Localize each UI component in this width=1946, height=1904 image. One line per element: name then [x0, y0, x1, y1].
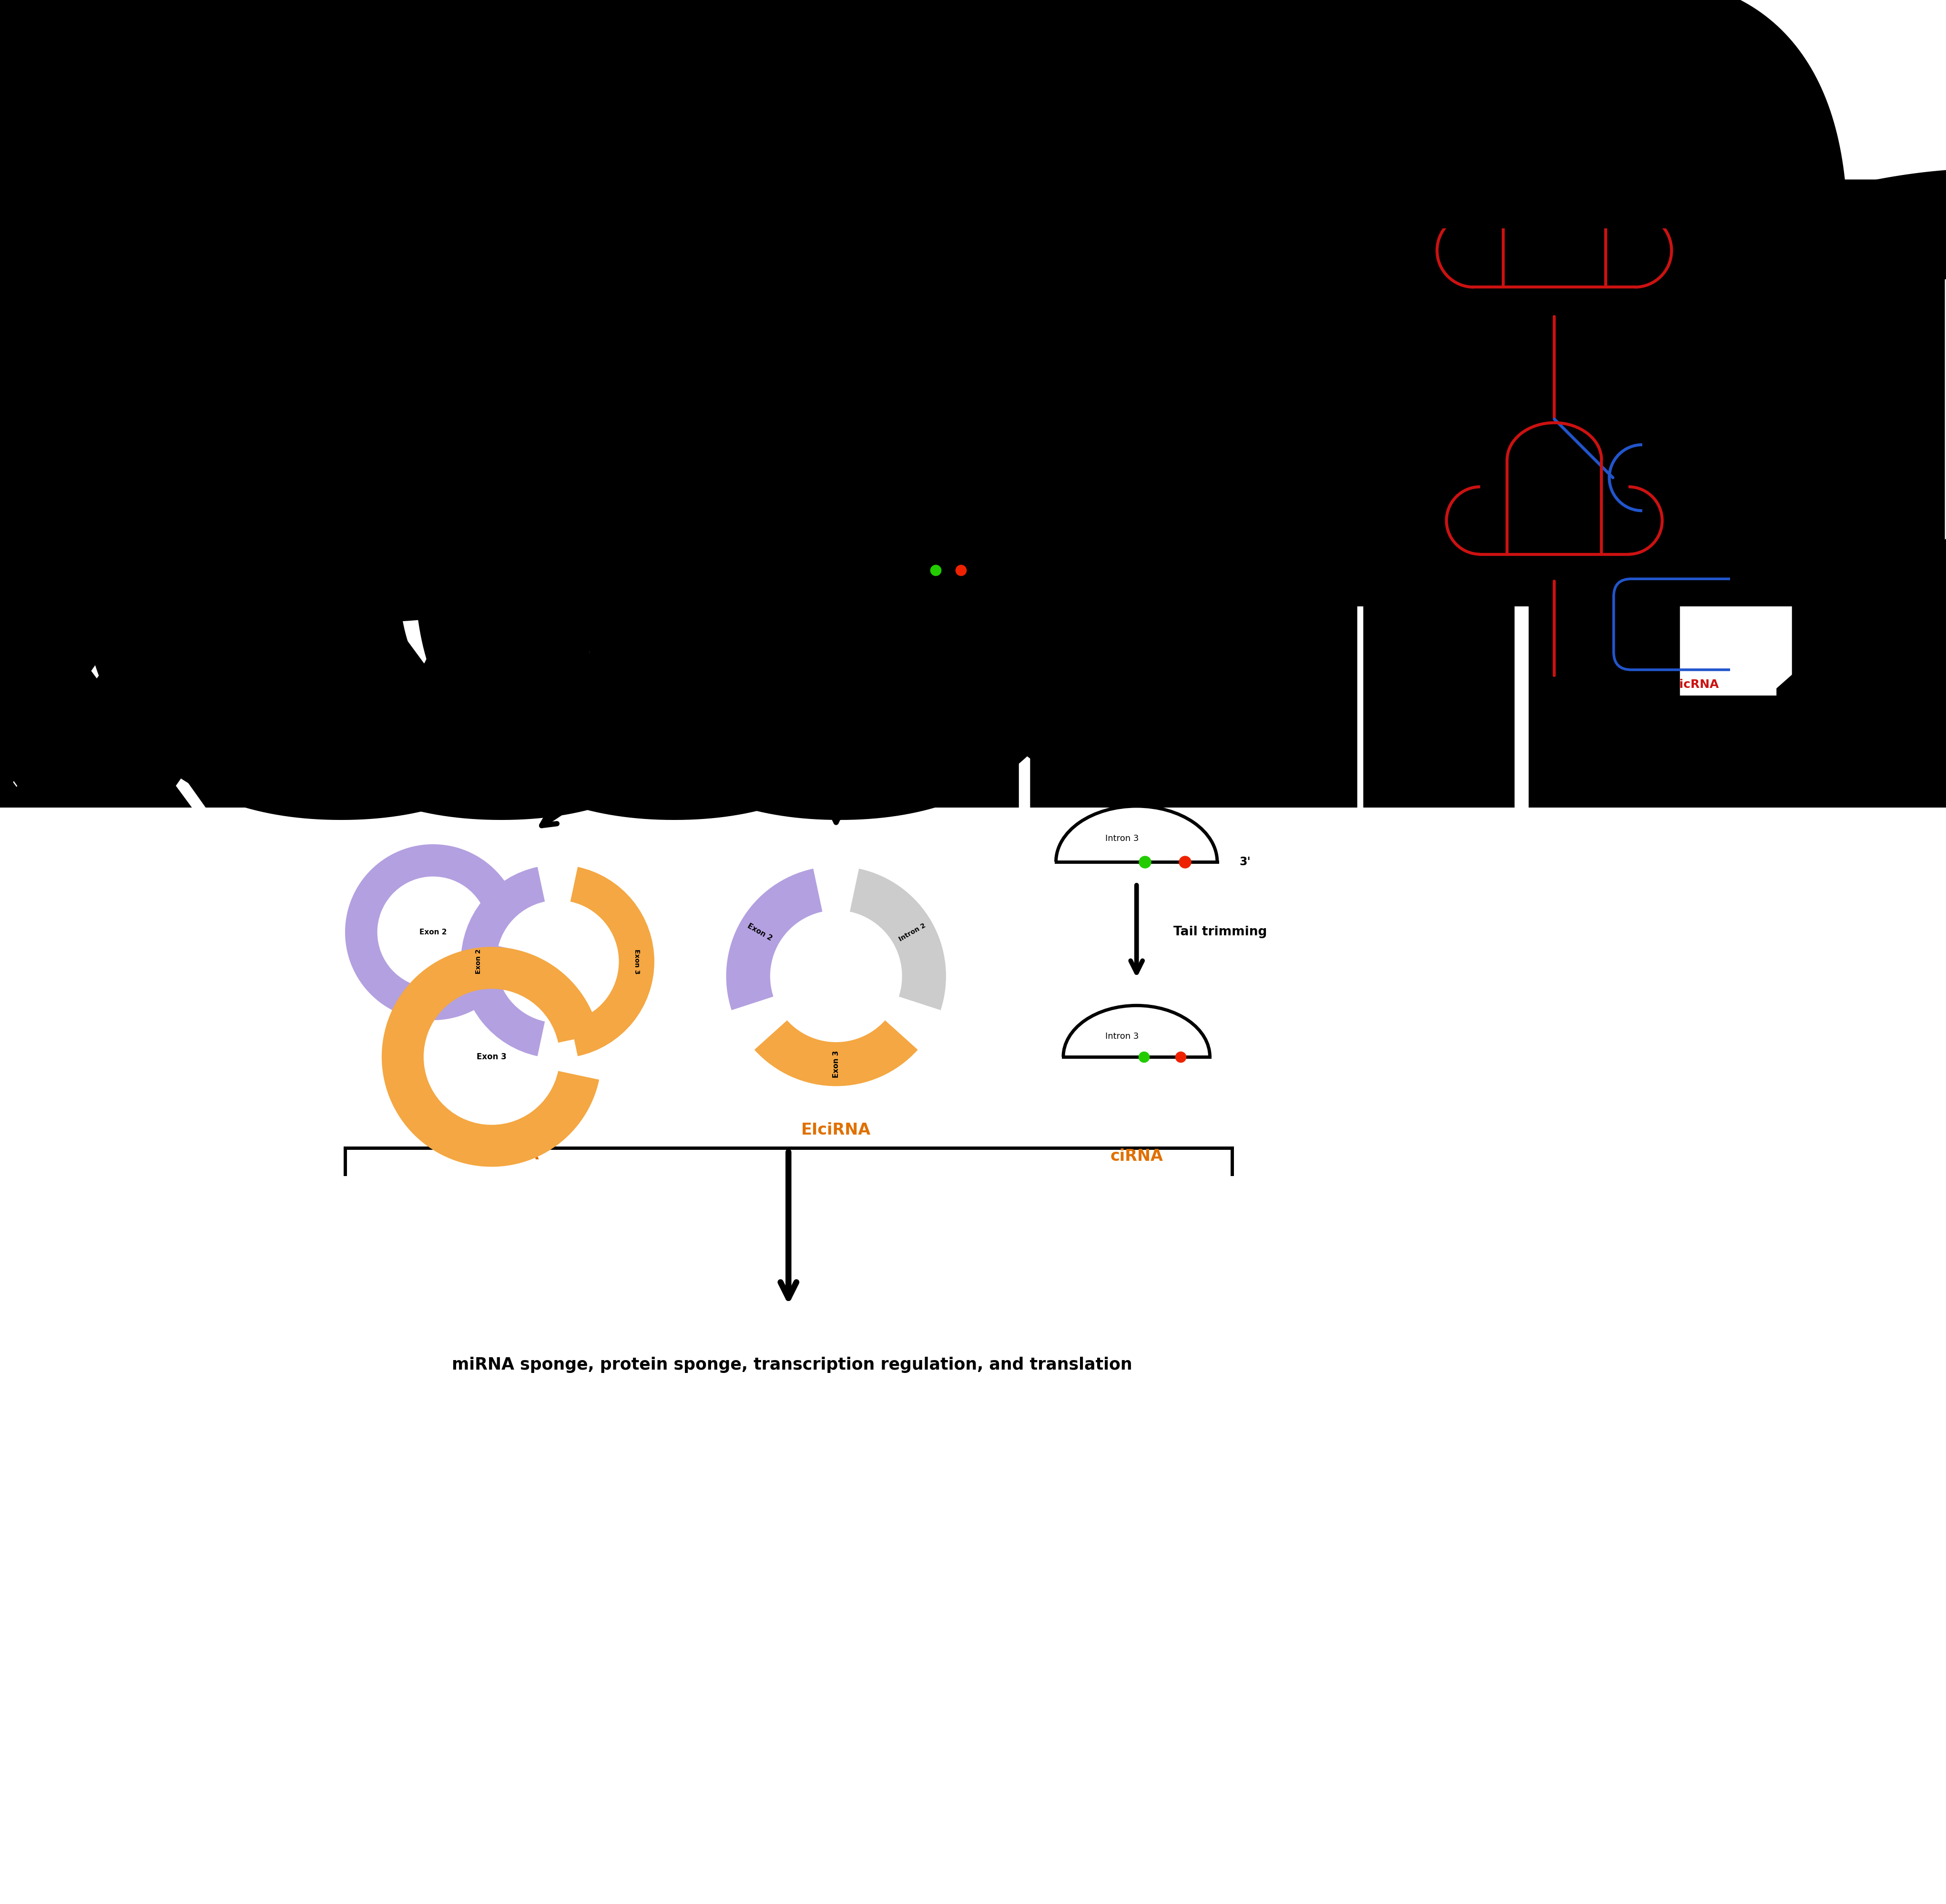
- FancyBboxPatch shape: [802, 272, 919, 295]
- FancyArrowPatch shape: [601, 459, 992, 569]
- Text: 3': 3': [1066, 289, 1080, 303]
- Text: Exon 4: Exon 4: [0, 0, 1946, 840]
- FancyBboxPatch shape: [457, 546, 594, 569]
- Text: ecircRNA: ecircRNA: [459, 1148, 539, 1163]
- Text: 3'SA: 3'SA: [934, 609, 948, 615]
- Text: Exon 3: Exon 3: [0, 0, 1946, 840]
- Text: 5': 5': [510, 289, 523, 303]
- Text: Exon 1: Exon 1: [0, 0, 1946, 840]
- Text: Exon 2: Exon 2: [745, 922, 775, 942]
- Text: 5'SD: 5'SD: [599, 609, 613, 615]
- FancyBboxPatch shape: [776, 537, 938, 602]
- FancyBboxPatch shape: [609, 546, 759, 569]
- Text: Intron 3: Intron 3: [1105, 834, 1138, 843]
- Text: 3'SA: 3'SA: [763, 609, 775, 615]
- Text: Linear RNA: Linear RNA: [599, 242, 706, 259]
- FancyBboxPatch shape: [950, 537, 1098, 602]
- FancyBboxPatch shape: [547, 263, 675, 327]
- Text: Exon 3: Exon 3: [632, 948, 640, 975]
- Wedge shape: [461, 866, 545, 1057]
- Wedge shape: [344, 843, 520, 1021]
- Wedge shape: [755, 1021, 919, 1085]
- Text: Exon 2: Exon 2: [475, 948, 483, 975]
- Text: Exon 2: Exon 2: [418, 929, 448, 935]
- Text: Pre-tRNA: Pre-tRNA: [1532, 310, 1607, 324]
- FancyBboxPatch shape: [671, 263, 800, 327]
- FancyBboxPatch shape: [930, 272, 1047, 295]
- Text: Exon 3: Exon 3: [833, 1051, 839, 1078]
- Text: Exon 3: Exon 3: [0, 152, 1946, 986]
- Text: 3': 3': [1240, 857, 1251, 868]
- FancyArrowPatch shape: [605, 526, 804, 577]
- Text: EIciRNA: EIciRNA: [802, 1121, 872, 1139]
- Text: Intron 3: Intron 3: [1105, 1032, 1138, 1041]
- Text: Intron 3: Intron 3: [928, 567, 959, 573]
- Text: tricRNA: tricRNA: [1668, 678, 1718, 689]
- FancyBboxPatch shape: [924, 263, 1053, 327]
- Text: ciRNA: ciRNA: [1109, 1148, 1164, 1165]
- FancyBboxPatch shape: [796, 263, 924, 327]
- Wedge shape: [850, 868, 946, 1011]
- Text: Canonical/Forward splicing: Canonical/Forward splicing: [689, 478, 969, 495]
- Text: Backsplicing: Backsplicing: [763, 706, 893, 724]
- Text: Intron 2: Intron 2: [897, 922, 926, 942]
- Text: 5': 5': [426, 564, 440, 575]
- Text: Exon 3: Exon 3: [477, 1053, 506, 1061]
- Text: Intron 1: Intron 1: [586, 567, 615, 573]
- FancyArrowPatch shape: [778, 526, 977, 577]
- Wedge shape: [726, 868, 823, 1011]
- Wedge shape: [381, 946, 599, 1167]
- FancyBboxPatch shape: [677, 272, 794, 295]
- FancyBboxPatch shape: [603, 537, 765, 602]
- Text: 5'SD: 5'SD: [767, 609, 780, 615]
- Text: 5'SD: 5'SD: [940, 609, 954, 615]
- FancyBboxPatch shape: [955, 546, 1092, 569]
- Text: Exon 2: Exon 2: [0, 152, 1946, 986]
- Text: 3': 3': [1421, 564, 1432, 575]
- Text: 3'SA: 3'SA: [590, 609, 603, 615]
- Text: Exon 4: Exon 4: [0, 152, 1946, 986]
- Text: tRNA: tRNA: [1469, 706, 1508, 720]
- Text: Exon 2: Exon 2: [0, 0, 1946, 840]
- Wedge shape: [570, 866, 654, 1057]
- Text: Tail trimming: Tail trimming: [1173, 925, 1267, 939]
- Text: Intron 2: Intron 2: [755, 567, 786, 573]
- FancyBboxPatch shape: [553, 272, 669, 295]
- Text: Exon 1: Exon 1: [0, 152, 1946, 986]
- Text: miRNA sponge, protein sponge, transcription regulation, and translation: miRNA sponge, protein sponge, transcript…: [451, 1356, 1133, 1373]
- Text: Linear RNA precursor: Linear RNA precursor: [272, 527, 416, 539]
- FancyBboxPatch shape: [451, 537, 599, 602]
- FancyBboxPatch shape: [782, 546, 932, 569]
